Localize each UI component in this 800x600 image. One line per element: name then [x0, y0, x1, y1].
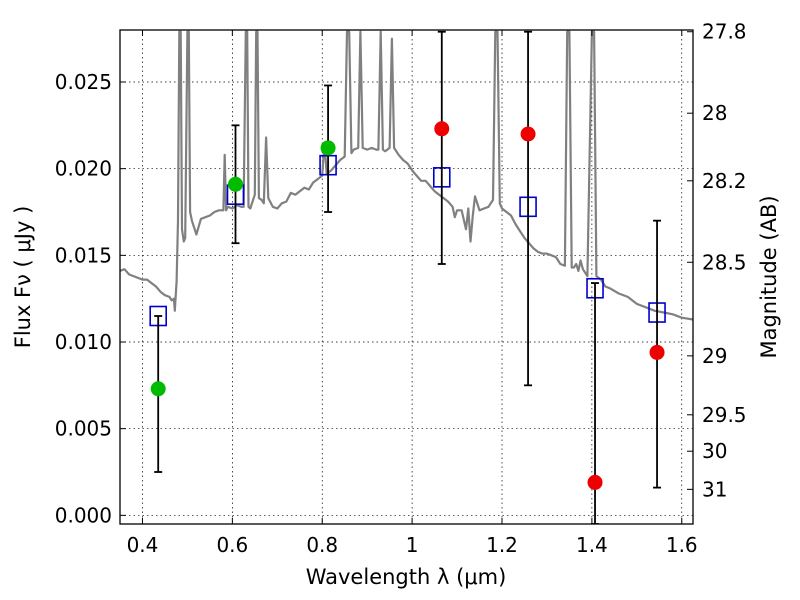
- plot-frame: [119, 29, 694, 525]
- y-right-tick-label: 28.2: [702, 169, 747, 193]
- x-tick-label: 0.8: [306, 533, 338, 557]
- y-right-tick-label: 28.5: [702, 250, 747, 274]
- grid-lines: [120, 30, 693, 524]
- y-right-tick-label: 27.8: [702, 20, 747, 44]
- red-point: [587, 474, 603, 490]
- plot-data: [120, 30, 693, 524]
- red-point: [520, 126, 536, 142]
- x-axis-label: Wavelength λ (μm): [306, 565, 507, 589]
- red-point: [434, 121, 450, 137]
- y-tick-label: 0.005: [55, 417, 112, 441]
- x-tick-label: 1.4: [576, 533, 608, 557]
- green-point: [150, 381, 166, 397]
- x-tick-label: 1: [406, 533, 419, 557]
- y-tick-label: 0.010: [55, 330, 112, 354]
- green-point: [227, 176, 243, 192]
- y-right-tick-label: 31: [702, 477, 727, 501]
- y-axis-right-label: Magnitude (AB): [757, 195, 781, 358]
- x-tick-label: 0.6: [216, 533, 248, 557]
- y-right-tick-label: 29: [702, 344, 727, 368]
- green-point: [320, 140, 336, 156]
- x-tick-label: 0.4: [127, 533, 159, 557]
- y-right-tick-label: 28: [702, 101, 727, 125]
- red-point: [649, 344, 665, 360]
- y-right-tick-label: 30: [702, 439, 727, 463]
- model-spectrum-line: [120, 30, 693, 321]
- y-tick-label: 0.000: [55, 503, 112, 527]
- y-tick-label: 0.015: [55, 243, 112, 267]
- x-tick-label: 1.2: [486, 533, 518, 557]
- y-tick-label: 0.020: [55, 157, 112, 181]
- axis-ticks: 0.4 0.6 0.8 1 1.2 1.4 1.6 0.000 0.005 0.010 0.015 0…: [55, 20, 747, 557]
- y-axis-label: Flux Fν ( μJy ): [11, 206, 35, 349]
- y-tick-label: 0.025: [55, 70, 112, 94]
- y-right-tick-label: 29.5: [702, 403, 747, 427]
- x-tick-label: 1.6: [666, 533, 698, 557]
